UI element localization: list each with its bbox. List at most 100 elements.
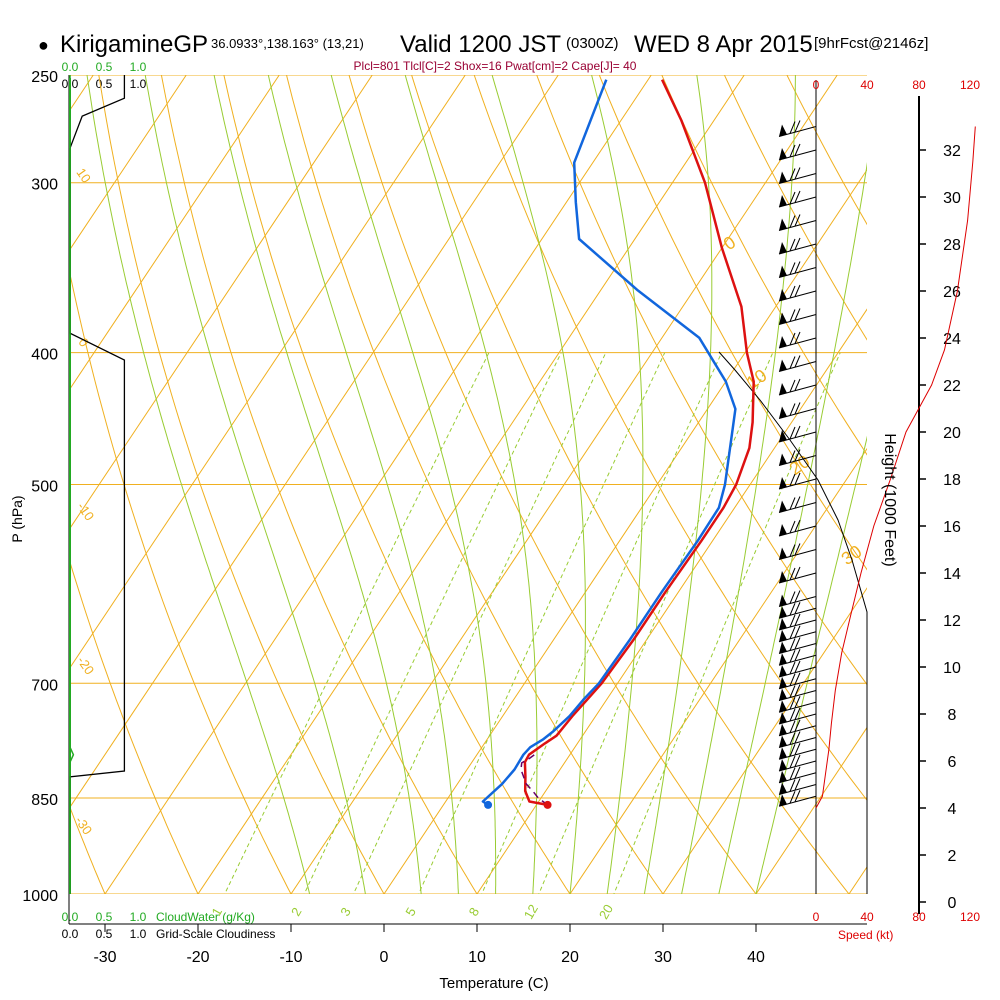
x-tick-label: -30 <box>93 949 116 966</box>
moist-adiabat-line <box>267 75 459 894</box>
wind-barb-feather <box>794 602 801 614</box>
wind-barb-feather <box>789 238 796 252</box>
wind-barb-feather <box>789 544 796 557</box>
wind-barb-feather <box>794 308 801 321</box>
mixing-ratio-line <box>352 352 607 894</box>
axes: -30 -20 -10 0 10 20 30 40 250 300 400 500 700 850 1000 <box>22 69 765 966</box>
wind-barb-flag <box>779 171 787 184</box>
wind-barb-flag <box>779 289 787 301</box>
y-axis-label: P (hPa) <box>9 495 25 542</box>
wind-barb-feather <box>794 731 801 744</box>
speed-tick-top: 120 <box>960 78 980 92</box>
wind-barb <box>778 566 817 584</box>
x-tick-label: 40 <box>747 949 765 966</box>
speed-label: Speed (kt) <box>838 928 893 942</box>
cloudwater-tick-bottom: 1.0 <box>130 910 147 924</box>
wind-barb-feather <box>794 672 801 685</box>
wind-barb <box>778 543 817 560</box>
wind-barb-feather <box>789 661 796 675</box>
moist-adiabat-line <box>144 75 366 894</box>
cloudiness-tick-top: 1.0 <box>130 77 147 91</box>
wind-barb-feather <box>789 614 796 628</box>
wind-barb <box>778 754 817 772</box>
wind-barb-flag <box>779 124 787 137</box>
wind-barb <box>778 261 817 278</box>
wind-barb-feather <box>789 685 796 698</box>
cloudiness-label: Grid-Scale Cloudiness <box>156 927 275 941</box>
wind-barb <box>778 766 817 784</box>
isotherm-line <box>69 75 280 392</box>
wind-barb-flag <box>779 524 787 536</box>
wind-barb-flag <box>779 195 787 207</box>
wind-barb-feather <box>794 613 801 626</box>
height-tick-label: 32 <box>943 143 961 160</box>
parcel-line <box>520 754 549 806</box>
isotherm-line <box>383 168 867 894</box>
x-tick-label: -10 <box>279 949 302 966</box>
wind-barb-flag <box>779 242 787 254</box>
x-tick-label: 10 <box>468 949 486 966</box>
isotherm-line <box>848 866 867 894</box>
wind-barb-feather <box>789 262 796 275</box>
moist-adiabat-line <box>491 75 586 894</box>
wind-barb-flag <box>779 712 787 724</box>
wind-barb-feather <box>789 356 796 369</box>
wind-barb-flag <box>779 794 787 807</box>
wind-barb <box>778 143 817 161</box>
x-tick-label: 0 <box>380 949 389 966</box>
p-tick-label: 850 <box>31 792 58 809</box>
wind-barb-feather <box>794 719 801 732</box>
sounding-traces <box>481 79 755 809</box>
dry-adiabat-line <box>223 75 571 894</box>
p-tick-label: 300 <box>31 177 58 194</box>
cloudiness-tick-bottom: 1.0 <box>130 927 147 941</box>
wind-barb-feather <box>789 673 796 686</box>
wind-barb-feather <box>789 403 796 416</box>
wind-barb-feather <box>789 191 796 205</box>
dry-adiabat-label: -10 <box>74 499 97 523</box>
speed-tick-bottom: 0 <box>813 910 820 924</box>
wind-barb-flag <box>779 759 787 771</box>
height-tick-label: 10 <box>943 660 961 677</box>
dry-adiabat-line <box>536 75 867 686</box>
valid-time: Valid 1200 JST <box>400 31 561 58</box>
isotherm-line <box>476 308 867 894</box>
isotherm-line <box>69 75 466 671</box>
wind-barb-flag <box>779 430 787 442</box>
isotherm-line <box>662 587 867 894</box>
wind-barb-feather <box>789 638 796 651</box>
wind-barb-flag <box>779 312 787 325</box>
wind-barb <box>778 625 817 643</box>
isotherm-line <box>755 726 867 894</box>
wind-barb <box>778 684 817 701</box>
wind-barb-flag <box>779 148 787 160</box>
wind-barb-flag <box>779 547 787 560</box>
p-tick-label: 1000 <box>22 888 58 905</box>
wind-barb-flag <box>779 688 787 701</box>
wind-barb-flag <box>779 723 787 736</box>
wind-barb <box>778 402 817 419</box>
wind-barb-flag <box>779 700 787 713</box>
moist-adiabat-line <box>86 75 311 894</box>
wind-barb <box>778 519 817 537</box>
height-tick-label: 0 <box>948 895 957 912</box>
wind-barb-flag <box>779 453 787 466</box>
wind-barb-feather <box>794 496 801 509</box>
wind-barb-feather <box>789 697 796 710</box>
wind-barb-flag <box>779 500 787 513</box>
valid-date: WED 8 Apr 2015 <box>634 31 813 58</box>
wind-barb-feather <box>794 143 801 156</box>
wind-barb <box>778 496 817 513</box>
wind-barb <box>778 637 817 654</box>
mixing-ratio-line <box>538 352 774 894</box>
x-tick-label: -20 <box>186 949 209 966</box>
wind-barb-feather <box>789 497 796 510</box>
wind-barb-flag <box>779 676 787 689</box>
speed-tick-top: 80 <box>912 78 926 92</box>
p-tick-label: 400 <box>31 347 58 364</box>
wind-barb-flag <box>779 653 787 666</box>
dry-adiabat-line <box>411 75 850 894</box>
wind-barb <box>778 449 817 466</box>
cloudiness-tick-bottom: 0.0 <box>62 927 79 941</box>
speed-panel-boundary <box>718 351 868 894</box>
